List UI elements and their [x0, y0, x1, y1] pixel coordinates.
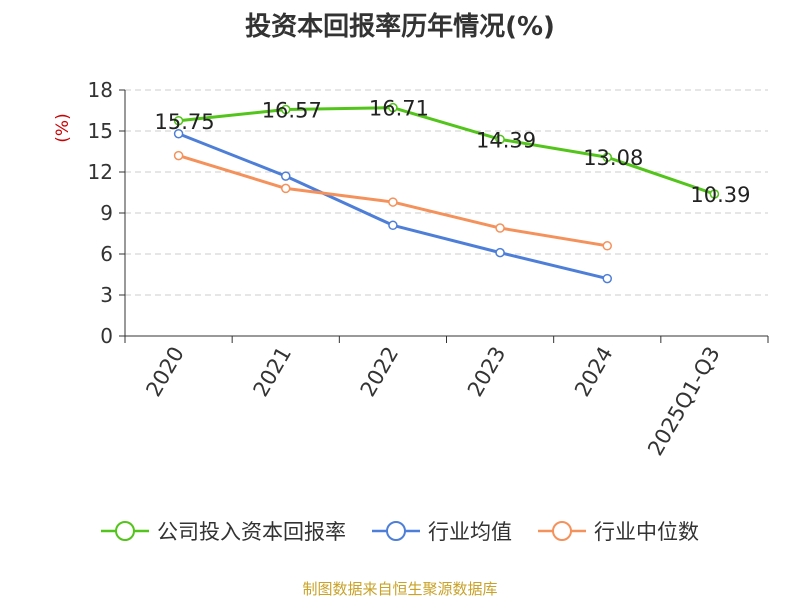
- data-point: [173, 128, 184, 139]
- y-tick-label: 0: [100, 324, 113, 348]
- legend-swatch: [538, 521, 586, 541]
- data-point: [709, 189, 720, 199]
- data-labels: 15.75 16.57 16.71 14.39 13.08 10.39: [155, 97, 751, 207]
- legend-label: 行业中位数: [594, 520, 699, 544]
- x-tick-label: 2025Q1-Q3: [643, 343, 725, 460]
- gridlines: [125, 89, 768, 296]
- series-lines: [173, 102, 720, 284]
- data-label: 10.39: [690, 183, 750, 207]
- x-tick-label: 2021: [249, 343, 297, 401]
- legend-item[interactable]: 行业中位数: [538, 516, 699, 546]
- legend-marker: [552, 521, 572, 541]
- y-tick-label: 12: [88, 160, 113, 184]
- legend-marker: [115, 521, 135, 541]
- y-tick-label: 9: [100, 201, 113, 225]
- axes: 0 3 6 9 12 15 18 (%) 2020 2021 2022 2023 2024 2025Q1-…: [53, 78, 769, 460]
- data-label: 13.08: [583, 146, 643, 170]
- data-point: [602, 152, 612, 162]
- data-point: [602, 273, 612, 284]
- data-point: [602, 241, 612, 251]
- y-tick-label: 15: [88, 119, 113, 143]
- chart-title: 投资本回报率历年情况(%): [245, 12, 555, 42]
- data-point: [173, 150, 184, 161]
- data-point: [173, 116, 184, 126]
- legend-label: 行业均值: [428, 520, 512, 544]
- series-line: [178, 106, 715, 196]
- data-point: [281, 183, 291, 194]
- legend-item[interactable]: 公司投入资本回报率: [101, 516, 346, 546]
- data-point: [281, 171, 291, 181]
- y-tick-label: 18: [88, 78, 113, 102]
- legend-item[interactable]: 行业均值: [372, 516, 512, 546]
- legend-marker: [386, 521, 406, 541]
- data-point: [388, 220, 398, 231]
- legend: 公司投入资本回报率 行业均值 行业中位数: [0, 516, 800, 546]
- data-point: [495, 247, 505, 258]
- x-tick-label: 2020: [141, 343, 189, 401]
- source-note: 制图数据来自恒生聚源数据库: [302, 580, 498, 598]
- data-point: [388, 102, 398, 113]
- data-label: 16.57: [262, 99, 322, 123]
- x-tick-label: 2024: [570, 343, 618, 401]
- y-tick-label: 3: [100, 283, 113, 307]
- legend-label: 公司投入资本回报率: [157, 520, 346, 544]
- legend-swatch: [372, 521, 420, 541]
- data-label: 15.75: [155, 110, 215, 134]
- data-point: [281, 104, 291, 115]
- x-tick-label: 2023: [463, 343, 511, 401]
- data-label: 14.39: [476, 128, 536, 152]
- data-label: 16.71: [369, 97, 429, 121]
- y-tick-label: 6: [100, 242, 113, 266]
- x-tick-label: 2022: [356, 343, 404, 401]
- data-point: [388, 197, 398, 207]
- y-axis-label: (%): [53, 113, 73, 142]
- data-point: [495, 223, 505, 233]
- legend-swatch: [101, 521, 149, 541]
- data-point: [495, 134, 505, 145]
